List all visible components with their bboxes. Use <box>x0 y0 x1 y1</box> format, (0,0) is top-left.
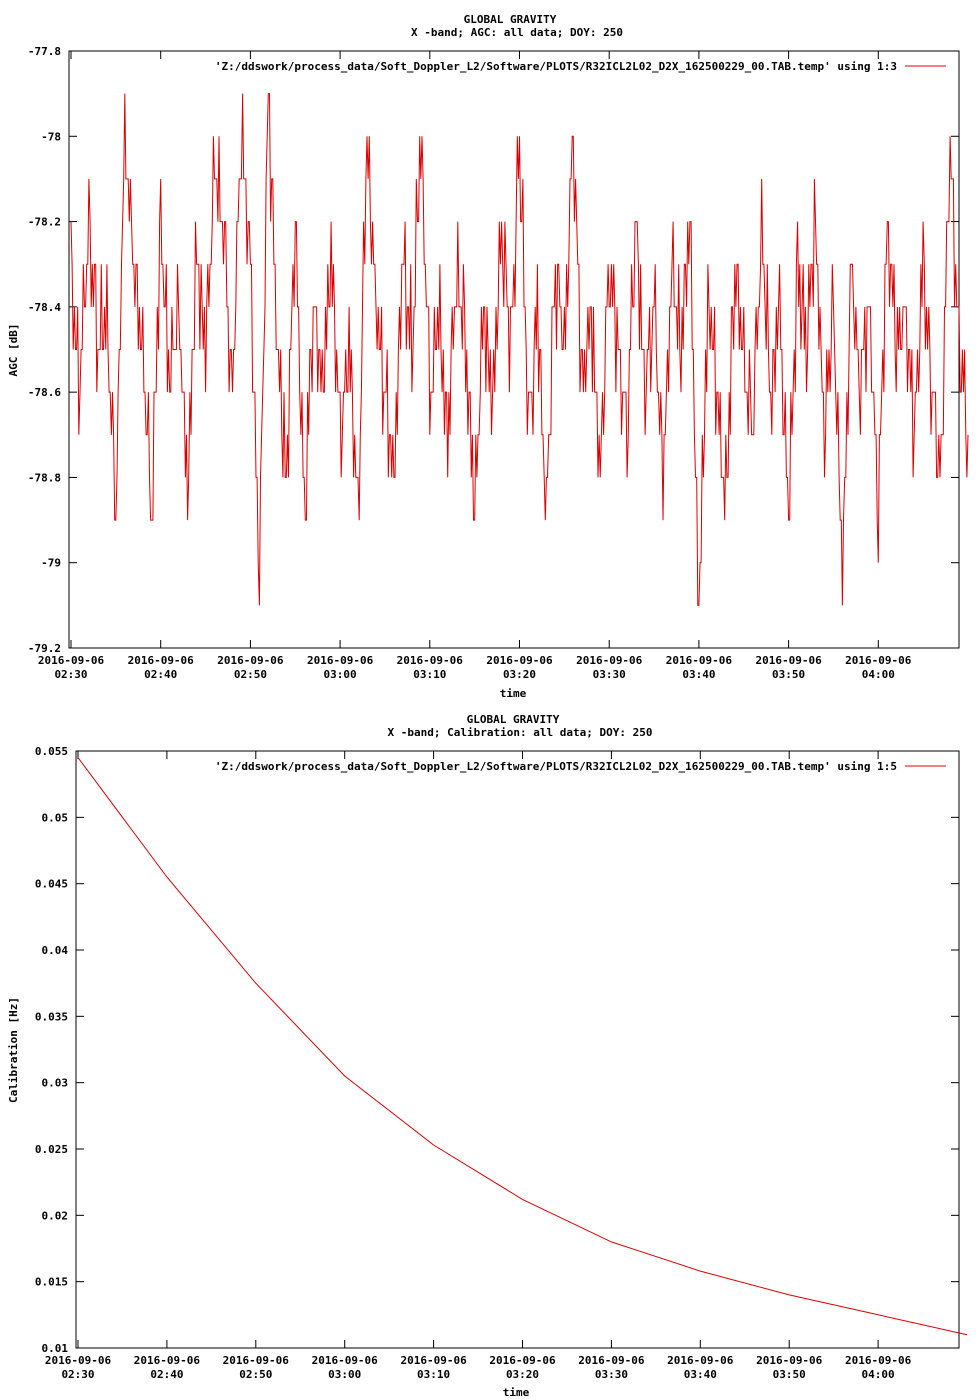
agc-y-axis-label: AGC [dB] <box>7 324 20 377</box>
calibration-y-tick-label: 0.02 <box>42 1209 69 1222</box>
calibration-x-tick-date: 2016-09-06 <box>578 1354 645 1367</box>
calibration-y-tick-label: 0.045 <box>35 878 68 891</box>
agc-x-tick-time: 02:30 <box>54 668 87 681</box>
agc-x-tick-date: 2016-09-06 <box>128 654 195 667</box>
agc-y-tick-label: -78.2 <box>28 216 61 229</box>
agc-x-tick-time: 04:00 <box>862 668 895 681</box>
agc-x-tick-date: 2016-09-06 <box>845 654 912 667</box>
agc-chart-subtitle: X -band; AGC: all data; DOY: 250 <box>411 26 623 39</box>
agc-x-tick-time: 03:20 <box>503 668 536 681</box>
agc-chart: GLOBAL GRAVITY X -band; AGC: all data; D… <box>7 13 969 700</box>
calibration-x-tick-time: 03:20 <box>506 1368 539 1381</box>
calibration-x-tick-time: 02:50 <box>239 1368 272 1381</box>
calibration-x-axis: 2016-09-0602:302016-09-0602:402016-09-06… <box>45 751 912 1381</box>
calibration-y-tick-label: 0.035 <box>35 1010 68 1023</box>
agc-x-axis-label: time <box>500 687 527 700</box>
agc-x-tick-date: 2016-09-06 <box>397 654 464 667</box>
calibration-x-tick-date: 2016-09-06 <box>489 1354 556 1367</box>
calibration-y-axis-label: Calibration [Hz] <box>7 997 20 1103</box>
calibration-x-tick-time: 03:40 <box>684 1368 717 1381</box>
calibration-series-line <box>77 757 968 1336</box>
calibration-x-tick-date: 2016-09-06 <box>667 1354 734 1367</box>
calibration-x-tick-date: 2016-09-06 <box>845 1354 912 1367</box>
calibration-x-tick-date: 2016-09-06 <box>134 1354 201 1367</box>
agc-y-tick-label: -78.6 <box>28 386 61 399</box>
calibration-legend-label: 'Z:/ddswork/process_data/Soft_Doppler_L2… <box>215 760 897 773</box>
agc-x-tick-date: 2016-09-06 <box>755 654 822 667</box>
agc-x-tick-date: 2016-09-06 <box>576 654 643 667</box>
calibration-y-tick-label: 0.01 <box>42 1342 69 1355</box>
agc-y-tick-label: -77.8 <box>28 45 61 58</box>
agc-x-tick-time: 03:00 <box>324 668 357 681</box>
calibration-x-axis-label: time <box>503 1386 530 1399</box>
calibration-x-tick-time: 02:40 <box>150 1368 183 1381</box>
calibration-y-tick-label: 0.015 <box>35 1276 68 1289</box>
calibration-y-tick-label: 0.05 <box>42 811 69 824</box>
agc-y-tick-label: -78 <box>41 130 61 143</box>
agc-x-tick-time: 02:50 <box>234 668 267 681</box>
calibration-chart: GLOBAL GRAVITY X -band; Calibration: all… <box>7 713 968 1399</box>
calibration-chart-title: GLOBAL GRAVITY <box>467 713 560 726</box>
agc-x-tick-time: 03:10 <box>413 668 446 681</box>
agc-y-tick-label: -79.2 <box>28 642 61 655</box>
agc-plot-frame <box>68 50 960 649</box>
agc-x-tick-time: 03:50 <box>772 668 805 681</box>
agc-x-axis: 2016-09-0602:302016-09-0602:402016-09-06… <box>38 51 912 681</box>
agc-legend-label: 'Z:/ddswork/process_data/Soft_Doppler_L2… <box>215 60 897 73</box>
agc-x-tick-date: 2016-09-06 <box>307 654 374 667</box>
agc-x-tick-date: 2016-09-06 <box>217 654 284 667</box>
agc-x-tick-date: 2016-09-06 <box>38 654 105 667</box>
calibration-x-tick-time: 04:00 <box>862 1368 895 1381</box>
calibration-chart-subtitle: X -band; Calibration: all data; DOY: 250 <box>388 726 653 739</box>
calibration-y-tick-label: 0.03 <box>42 1077 69 1090</box>
calibration-x-tick-date: 2016-09-06 <box>312 1354 379 1367</box>
calibration-plot-frame <box>75 750 960 1349</box>
agc-y-tick-label: -78.4 <box>28 301 61 314</box>
agc-x-tick-date: 2016-09-06 <box>486 654 553 667</box>
agc-x-tick-time: 02:40 <box>144 668 177 681</box>
agc-x-tick-time: 03:30 <box>593 668 626 681</box>
agc-x-tick-time: 03:40 <box>682 668 715 681</box>
calibration-x-tick-time: 02:30 <box>61 1368 94 1381</box>
agc-chart-title: GLOBAL GRAVITY <box>464 13 557 26</box>
agc-x-tick-date: 2016-09-06 <box>666 654 733 667</box>
calibration-x-tick-time: 03:10 <box>417 1368 450 1381</box>
calibration-y-axis: 0.055 0.05 0.045 0.04 0.035 0.03 0.025 0.02 0.01… <box>35 745 959 1355</box>
calibration-x-tick-time: 03:00 <box>328 1368 361 1381</box>
calibration-x-tick-date: 2016-09-06 <box>400 1354 467 1367</box>
calibration-x-tick-date: 2016-09-06 <box>45 1354 112 1367</box>
agc-y-tick-label: -78.8 <box>28 471 61 484</box>
calibration-y-tick-label: 0.055 <box>35 745 68 758</box>
calibration-x-tick-date: 2016-09-06 <box>756 1354 823 1367</box>
agc-series-line <box>70 93 969 606</box>
calibration-y-tick-label: 0.025 <box>35 1143 68 1156</box>
calibration-x-tick-time: 03:50 <box>773 1368 806 1381</box>
agc-y-tick-label: -79 <box>41 557 61 570</box>
calibration-y-tick-label: 0.04 <box>42 944 69 957</box>
calibration-x-tick-time: 03:30 <box>595 1368 628 1381</box>
calibration-x-tick-date: 2016-09-06 <box>223 1354 290 1367</box>
